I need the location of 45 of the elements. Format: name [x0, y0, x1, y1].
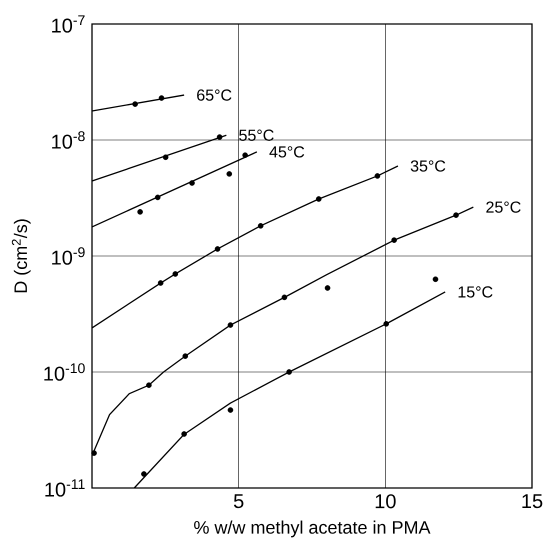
point [154, 194, 161, 200]
x-tick-label: 5 [234, 494, 244, 508]
point [391, 237, 397, 243]
y-axis-title: D (cm$^{2}$/s) [12, 219, 31, 292]
point [226, 171, 232, 177]
point [324, 285, 330, 291]
point [162, 154, 168, 160]
point [316, 196, 322, 202]
point [383, 321, 390, 327]
point [214, 246, 220, 252]
x-axis-title: % w/w methyl acetate in PMA [194, 520, 430, 538]
point [181, 431, 187, 437]
point [374, 173, 380, 179]
point [228, 407, 234, 413]
series-label: 25°C [486, 201, 521, 213]
point [189, 180, 195, 186]
point [432, 276, 438, 282]
y-tick-label: 10$^{-7}$ [52, 15, 85, 33]
point [182, 353, 188, 359]
series-label: 15°C [458, 286, 493, 298]
point [258, 223, 264, 229]
point [286, 369, 292, 375]
point [132, 101, 138, 107]
series-label: 45°C [269, 146, 304, 158]
point [216, 134, 222, 140]
point [146, 382, 152, 388]
y-tick-label: 10$^{-9}$ [52, 247, 85, 265]
point [158, 95, 164, 101]
point [282, 294, 288, 300]
point [141, 471, 147, 477]
point [228, 322, 234, 328]
point [242, 152, 248, 158]
y-tick-label: 10$^{-11}$ [45, 479, 85, 497]
point [137, 209, 143, 215]
series-label: 65°C [197, 89, 232, 101]
x-tick-label: 15 [522, 494, 542, 508]
y-tick-label: 10$^{-8}$ [52, 131, 85, 149]
point [172, 271, 178, 277]
y-tick-label: 10$^{-10}$ [44, 363, 85, 381]
point [453, 212, 459, 218]
series-label: 35°C [410, 160, 446, 172]
series-label: 55°C [239, 130, 274, 141]
point [158, 280, 164, 286]
point [91, 450, 97, 456]
x-tick-label: 10 [376, 494, 396, 508]
